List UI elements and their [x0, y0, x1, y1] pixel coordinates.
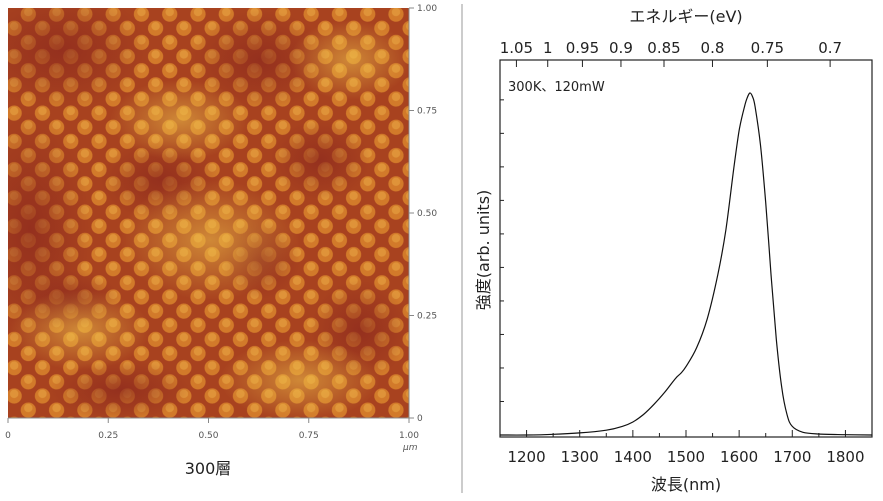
x-tick-label: 1600 — [720, 448, 758, 466]
afm-y-tick-label: 1.00 — [417, 4, 437, 14]
pl-axes: 1200 1300 1400 1500 1600 1700 1800 1.05 1 0.95 0.9… — [499, 39, 873, 466]
top-x-axis-label: エネルギー(eV) — [629, 7, 742, 26]
x-tick-label: 1400 — [614, 448, 652, 466]
top-x-tick-label: 1.05 — [500, 39, 533, 57]
x-tick-label: 1500 — [667, 448, 705, 466]
x-tick-label: 1800 — [826, 448, 864, 466]
afm-y-tick-label: 0.50 — [417, 209, 437, 219]
afm-shading — [8, 8, 409, 418]
plot-annotation: 300K、120mW — [508, 80, 605, 95]
x-tick-label: 1200 — [507, 448, 545, 466]
afm-x-tick-label: 0.75 — [299, 431, 319, 441]
afm-heatmap: 0 0.25 0.50 0.75 1.00 μm 0 0.25 0.50 0.75 1.00 300… — [5, 4, 437, 478]
afm-y-tick-label: 0.25 — [417, 312, 437, 322]
afm-x-unit: μm — [402, 443, 418, 453]
top-x-tick-label: 0.9 — [609, 39, 633, 57]
afm-y-tick-label: 0 — [417, 414, 423, 424]
afm-axes: 0 0.25 0.50 0.75 1.00 μm 0 0.25 0.50 0.75 1.00 — [5, 4, 437, 453]
x-axis-label: 波長(nm) — [651, 475, 721, 494]
pl-spectrum-chart: 1200 1300 1400 1500 1600 1700 1800 1.05 1 0.95 0.9… — [474, 7, 873, 494]
top-x-tick-label: 0.8 — [701, 39, 725, 57]
series-line — [499, 92, 873, 436]
afm-x-tick-label: 1.00 — [399, 431, 419, 441]
afm-caption: 300層 — [185, 459, 232, 478]
afm-x-tick-label: 0 — [5, 431, 11, 441]
plot-frame — [499, 59, 873, 438]
x-tick-label: 1300 — [561, 448, 599, 466]
y-axis-label: 強度(arb. units) — [474, 190, 493, 311]
top-x-tick-label: 0.7 — [818, 39, 842, 57]
top-x-tick-label: 1 — [543, 39, 553, 57]
x-tick-label: 1700 — [773, 448, 811, 466]
afm-x-tick-label: 0.50 — [198, 431, 218, 441]
top-x-tick-label: 0.95 — [566, 39, 599, 57]
top-x-tick-label: 0.75 — [751, 39, 784, 57]
top-x-tick-label: 0.85 — [647, 39, 680, 57]
afm-y-tick-label: 0.75 — [417, 107, 437, 117]
afm-x-tick-label: 0.25 — [98, 431, 118, 441]
